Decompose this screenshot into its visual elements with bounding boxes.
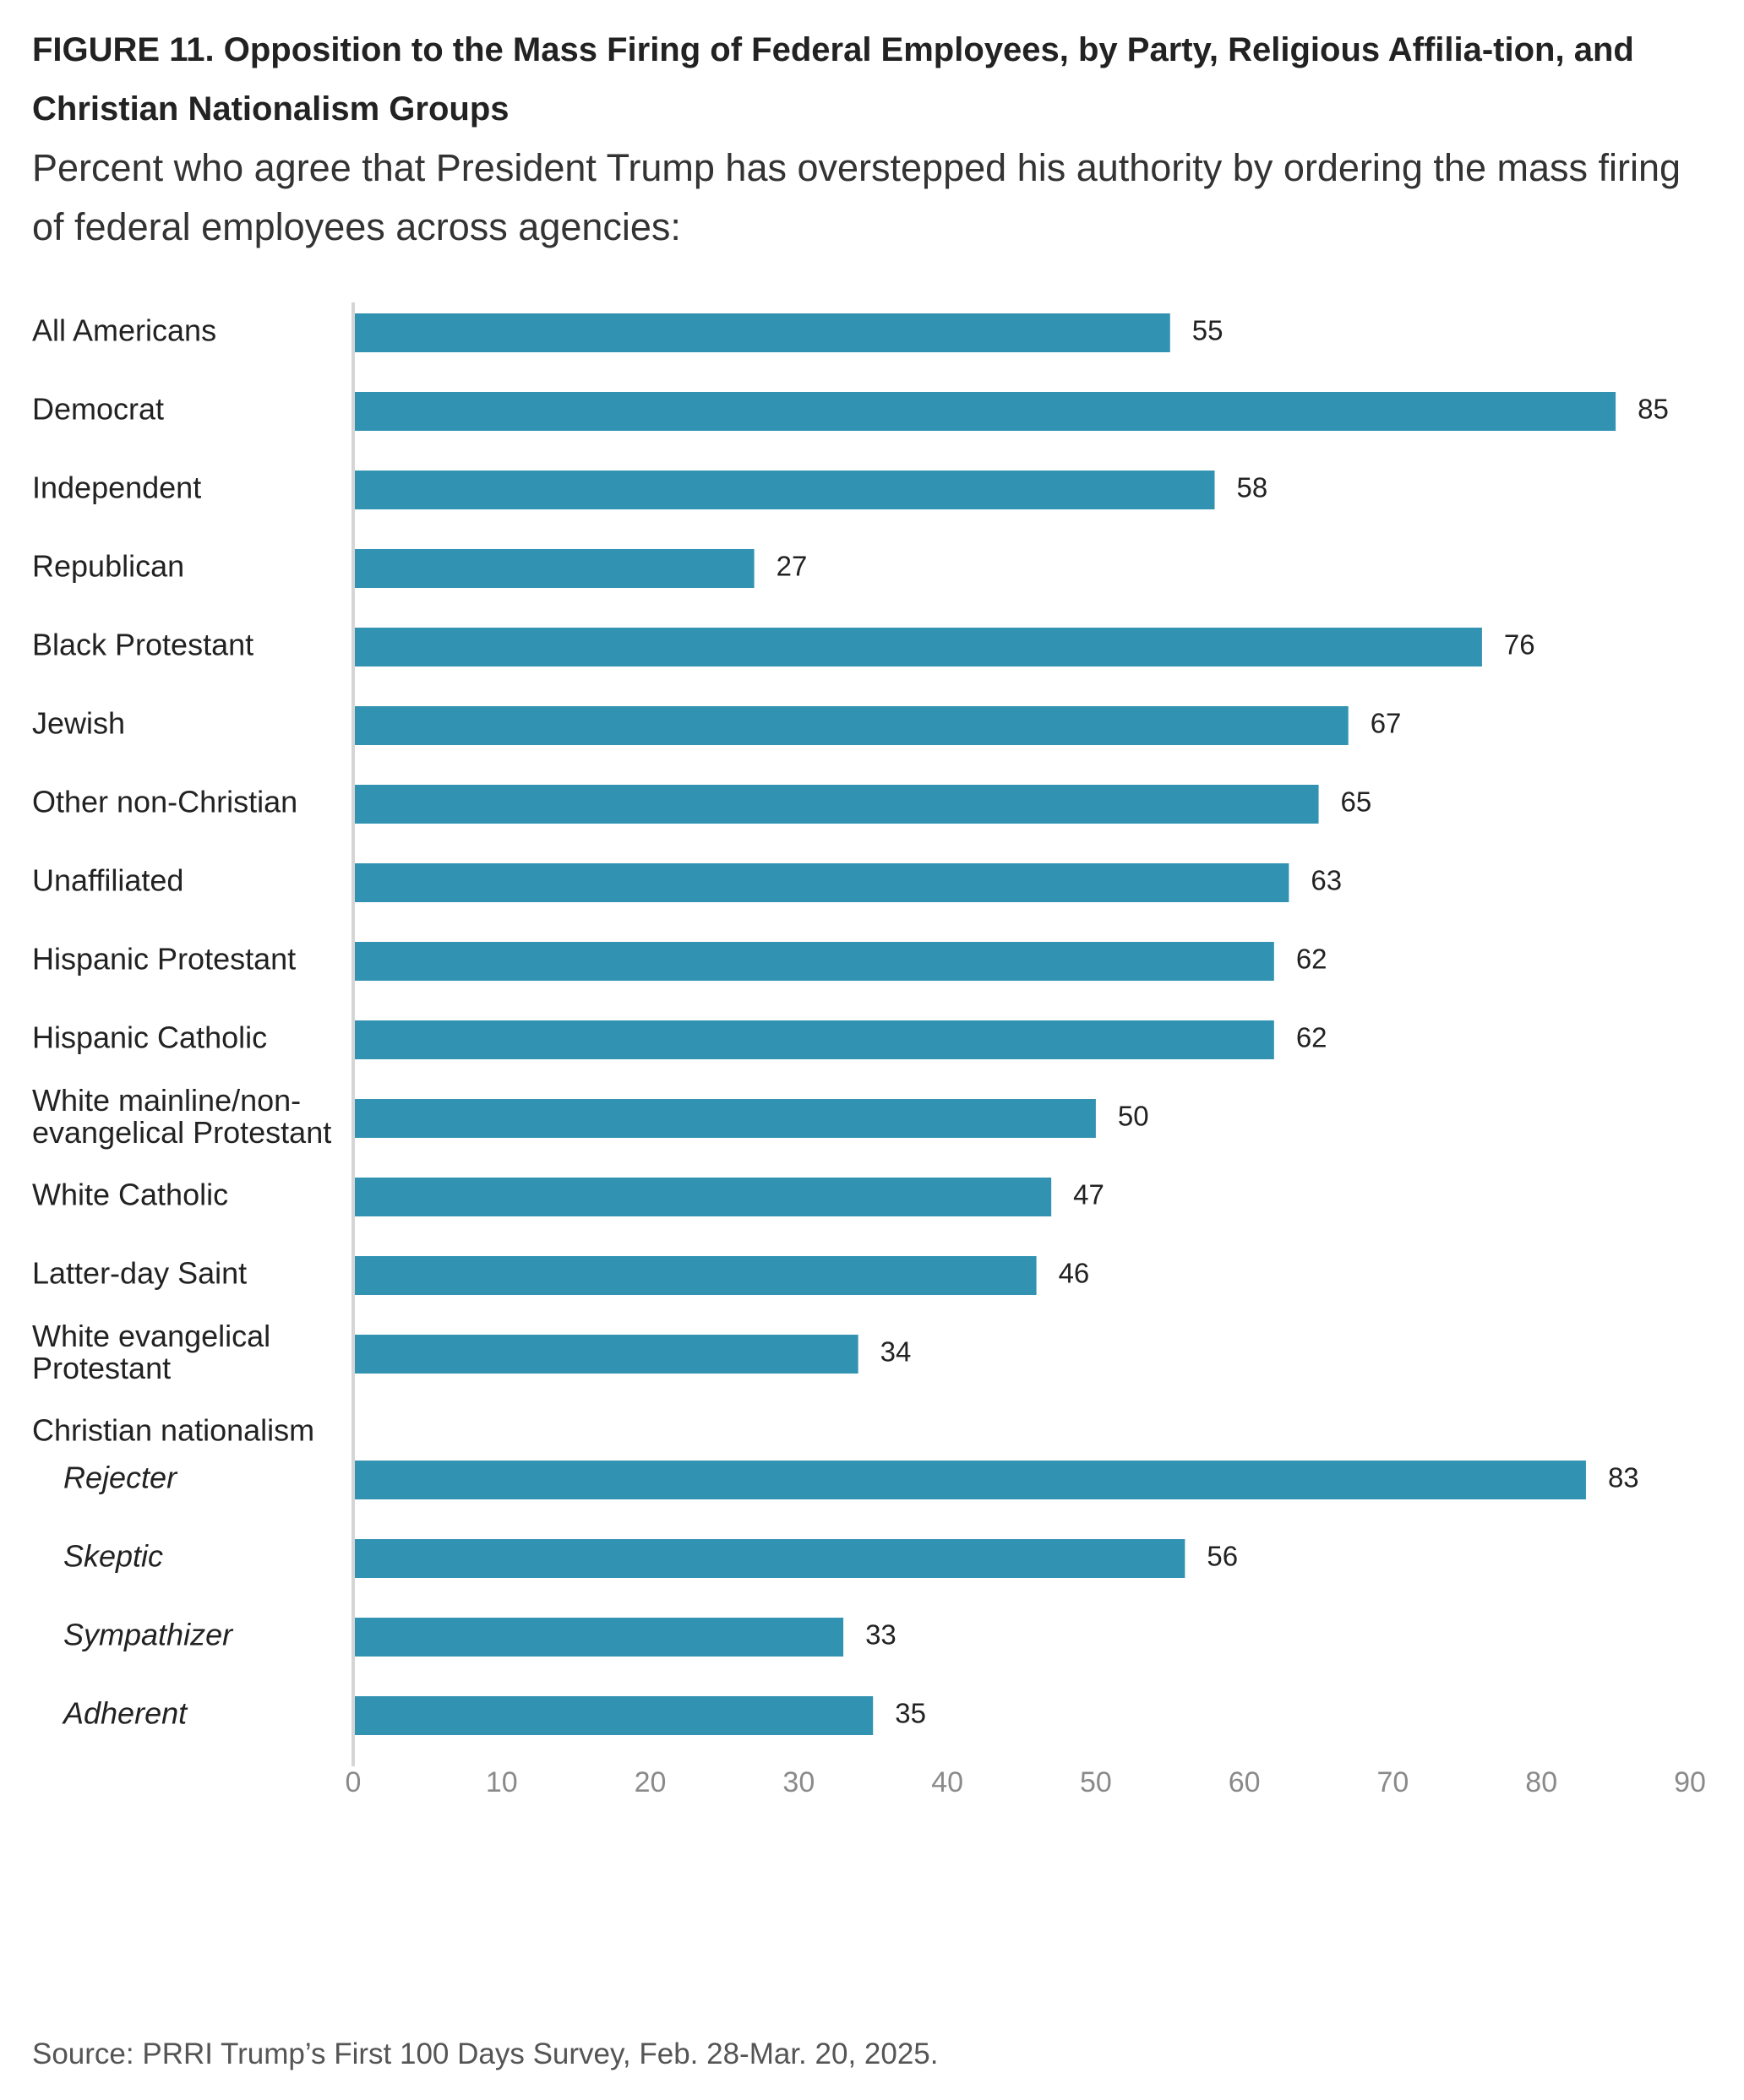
bar [353, 313, 1170, 352]
category-label: White evangelical Protestant [32, 1319, 270, 1385]
category-label: Unaffiliated [32, 863, 183, 898]
value-label: 50 [1118, 1101, 1149, 1132]
bar [353, 1539, 1185, 1578]
x-tick-label: 30 [782, 1766, 815, 1798]
bar [353, 706, 1349, 745]
bar [353, 942, 1274, 981]
bar [353, 1335, 858, 1374]
bar [353, 1461, 1586, 1499]
bar [353, 549, 755, 588]
x-tick-label: 90 [1674, 1766, 1706, 1798]
bar [353, 1099, 1096, 1138]
category-label: Sympathizer [63, 1618, 234, 1652]
x-tick-label: 70 [1377, 1766, 1409, 1798]
x-tick-label: 50 [1080, 1766, 1112, 1798]
bar [353, 863, 1289, 902]
value-label: 62 [1296, 944, 1327, 975]
x-tick-label: 0 [346, 1766, 362, 1798]
bar [353, 785, 1319, 824]
category-label: Rejecter [63, 1461, 178, 1495]
bar [353, 1178, 1052, 1216]
chart-subtitle: Percent who agree that President Trump h… [32, 146, 1681, 248]
x-tick-label: 60 [1229, 1766, 1261, 1798]
chart-title: FIGURE 11. Opposition to the Mass Firing… [32, 31, 1634, 128]
category-label: Other non-Christian [32, 785, 297, 819]
value-label: 65 [1341, 786, 1372, 818]
category-label: Skeptic [63, 1539, 163, 1574]
value-label: 34 [880, 1336, 912, 1368]
x-tick-label: 40 [931, 1766, 963, 1798]
value-label: 63 [1311, 865, 1342, 896]
category-label: Democrat [32, 392, 164, 427]
value-label: 58 [1237, 472, 1268, 503]
category-label: White Catholic [32, 1178, 228, 1212]
value-label: 27 [777, 551, 808, 582]
bar [353, 1696, 874, 1735]
x-tick-label: 10 [486, 1766, 518, 1798]
bar-chart: All Americans 55 Democrat 85 Independent 58 Re… [32, 302, 1706, 1798]
category-label: White mainline/non-evangelical Protestan… [32, 1083, 331, 1150]
value-label: 47 [1073, 1179, 1104, 1210]
value-label: 85 [1638, 394, 1669, 425]
category-label: Independent [32, 471, 201, 505]
value-label: 33 [865, 1619, 897, 1651]
value-label: 46 [1059, 1258, 1090, 1289]
category-label: Republican [32, 549, 184, 584]
category-label: Hispanic Catholic [32, 1020, 267, 1055]
value-label: 62 [1296, 1022, 1327, 1053]
category-label: Latter-day Saint [32, 1256, 247, 1291]
value-label: 83 [1608, 1462, 1639, 1493]
value-label: 56 [1207, 1541, 1238, 1572]
bar [353, 628, 1482, 666]
bar [353, 1256, 1037, 1295]
category-label: Black Protestant [32, 628, 253, 662]
category-label: All Americans [32, 313, 216, 348]
source-note: Source: PRRI Trump’s First 100 Days Surv… [32, 2037, 939, 2070]
value-label: 67 [1371, 708, 1402, 739]
category-label: Jewish [32, 706, 125, 741]
value-label: 35 [895, 1698, 926, 1729]
value-label: 55 [1192, 315, 1224, 346]
x-tick-label: 80 [1525, 1766, 1557, 1798]
category-label: Hispanic Protestant [32, 942, 296, 977]
x-tick-label: 20 [635, 1766, 667, 1798]
bar [353, 1618, 844, 1657]
value-label: 76 [1504, 629, 1535, 661]
category-label: Adherent [62, 1696, 188, 1731]
bar [353, 471, 1215, 509]
group-label: Christian nationalism [32, 1413, 314, 1448]
bar [353, 392, 1616, 431]
bar [353, 1020, 1274, 1059]
